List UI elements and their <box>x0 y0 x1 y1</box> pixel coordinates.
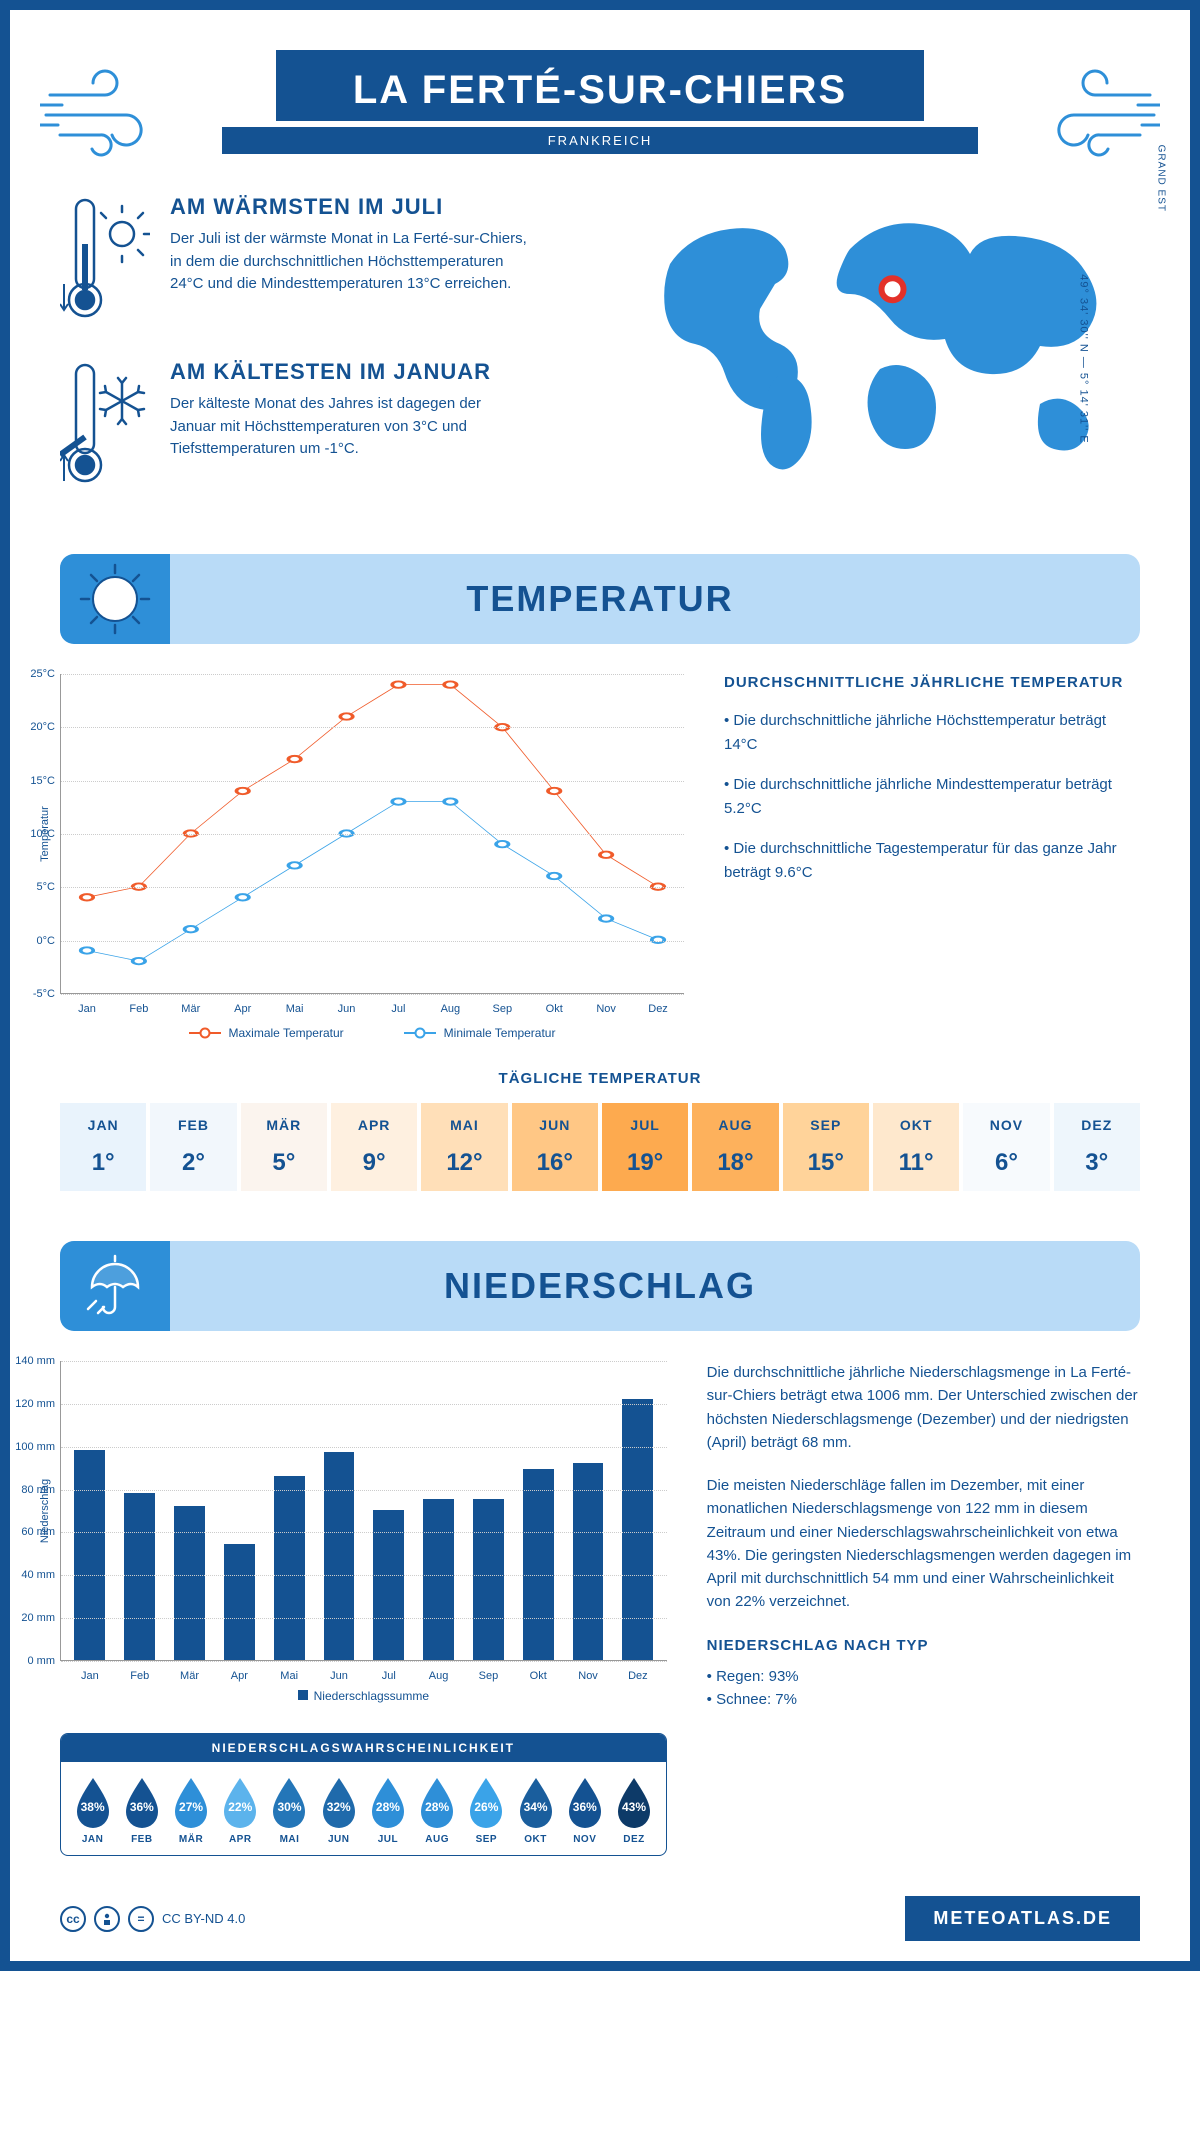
brand-badge: METEOATLAS.DE <box>905 1896 1140 1941</box>
warm-text: Der Juli ist der wärmste Monat in La Fer… <box>170 228 530 296</box>
temp-bullet: • Die durchschnittliche Tagestemperatur … <box>724 837 1140 885</box>
daily-temp-cell: MAI12° <box>421 1103 507 1191</box>
cold-text: Der kälteste Monat des Jahres ist dagege… <box>170 393 530 461</box>
daily-temp-cell: MÄR5° <box>241 1103 327 1191</box>
precip-bar <box>573 1463 604 1660</box>
prob-title: NIEDERSCHLAGSWAHRSCHEINLICHKEIT <box>61 1734 666 1762</box>
prob-cell: 43%DEZ <box>610 1776 657 1845</box>
legend-min: Minimale Temperatur <box>444 1026 556 1040</box>
precip-bar <box>622 1399 653 1660</box>
header: LA FERTÉ-SUR-CHIERS FRANKREICH <box>60 50 1140 154</box>
precip-probability-box: NIEDERSCHLAGSWAHRSCHEINLICHKEIT 38%JAN36… <box>60 1733 667 1856</box>
temperature-line-chart: Temperatur -5°C0°C5°C10°C15°C20°C25°CJan… <box>60 674 684 994</box>
precip-bar <box>423 1499 454 1660</box>
daily-temp-cell: OKT11° <box>873 1103 959 1191</box>
temp-bullet: • Die durchschnittliche jährliche Mindes… <box>724 773 1140 821</box>
precip-bar <box>74 1450 105 1660</box>
precip-bar-chart: Niederschlag JanFebMärAprMaiJunJulAugSep… <box>60 1361 667 1661</box>
wind-icon <box>40 60 170 165</box>
subtitle-banner: FRANKREICH <box>222 127 978 154</box>
prob-cell: 36%FEB <box>118 1776 165 1845</box>
daily-temp-cell: NOV6° <box>963 1103 1049 1191</box>
prob-cell: 28%JUL <box>364 1776 411 1845</box>
precip-bar <box>124 1493 155 1660</box>
precip-bytype-line: • Regen: 93% <box>707 1665 1140 1688</box>
daily-temp-cell: JUL19° <box>602 1103 688 1191</box>
precip-bar <box>523 1469 554 1660</box>
license: cc = CC BY-ND 4.0 <box>60 1906 245 1932</box>
precip-section-header: NIEDERSCHLAG <box>60 1241 1140 1331</box>
daily-temp-cell: JUN16° <box>512 1103 598 1191</box>
precip-bytype-line: • Schnee: 7% <box>707 1688 1140 1711</box>
nd-icon: = <box>128 1906 154 1932</box>
thermometer-cold-icon <box>60 359 150 494</box>
wind-icon <box>1030 60 1160 165</box>
license-text: CC BY-ND 4.0 <box>162 1911 245 1926</box>
prob-cell: 28%AUG <box>414 1776 461 1845</box>
cc-icon: cc <box>60 1906 86 1932</box>
precip-text-2: Die meisten Niederschläge fallen im Deze… <box>707 1474 1140 1614</box>
prob-cell: 26%SEP <box>463 1776 510 1845</box>
daily-temp-title: TÄGLICHE TEMPERATUR <box>60 1070 1140 1087</box>
region-label: GRAND EST <box>1155 145 1166 212</box>
temp-bullet: • Die durchschnittliche jährliche Höchst… <box>724 709 1140 757</box>
prob-cell: 32%JUN <box>315 1776 362 1845</box>
legend-max: Maximale Temperatur <box>229 1026 344 1040</box>
umbrella-icon <box>60 1241 170 1331</box>
coordinates: 49° 34' 30'' N — 5° 14' 31'' E <box>1077 274 1089 443</box>
prob-cell: 30%MAI <box>266 1776 313 1845</box>
temperature-section-header: TEMPERATUR <box>60 554 1140 644</box>
by-icon <box>94 1906 120 1932</box>
title-banner: LA FERTÉ-SUR-CHIERS <box>276 50 924 121</box>
precip-bytype-title: NIEDERSCHLAG NACH TYP <box>707 1634 1140 1657</box>
daily-temp-cell: DEZ3° <box>1054 1103 1140 1191</box>
precip-bar <box>274 1476 305 1660</box>
world-map: GRAND EST 49° 34' 30'' N — 5° 14' 31'' E <box>640 194 1140 524</box>
prob-cell: 27%MÄR <box>167 1776 214 1845</box>
daily-temp-cell: JAN1° <box>60 1103 146 1191</box>
daily-temp-cell: SEP15° <box>783 1103 869 1191</box>
prob-cell: 34%OKT <box>512 1776 559 1845</box>
precip-bar <box>174 1506 205 1660</box>
precip-legend: Niederschlagssumme <box>60 1689 667 1703</box>
temperature-legend: .legend-line[style*='f05b2a']::after{bor… <box>60 1026 684 1040</box>
daily-temp-cell: AUG18° <box>692 1103 778 1191</box>
precip-legend-label: Niederschlagssumme <box>314 1689 429 1703</box>
daily-temp-grid: JAN1°FEB2°MÄR5°APR9°MAI12°JUN16°JUL19°AU… <box>60 1103 1140 1191</box>
temp-side-title: DURCHSCHNITTLICHE JÄHRLICHE TEMPERATUR <box>724 674 1140 691</box>
daily-temp-cell: APR9° <box>331 1103 417 1191</box>
prob-cell: 38%JAN <box>69 1776 116 1845</box>
cold-title: AM KÄLTESTEN IM JANUAR <box>170 359 530 385</box>
precip-bar <box>473 1499 504 1660</box>
precip-bar <box>324 1452 355 1660</box>
sun-icon <box>60 554 170 644</box>
precip-title: NIEDERSCHLAG <box>444 1265 756 1307</box>
thermometer-hot-icon <box>60 194 150 329</box>
prob-cell: 22%APR <box>217 1776 264 1845</box>
precip-bar <box>224 1544 255 1660</box>
prob-cell: 36%NOV <box>561 1776 608 1845</box>
temperature-title: TEMPERATUR <box>466 578 733 620</box>
daily-temp-cell: FEB2° <box>150 1103 236 1191</box>
precip-text-1: Die durchschnittliche jährliche Niedersc… <box>707 1361 1140 1454</box>
warm-title: AM WÄRMSTEN IM JULI <box>170 194 530 220</box>
page-title: LA FERTÉ-SUR-CHIERS <box>276 68 924 113</box>
